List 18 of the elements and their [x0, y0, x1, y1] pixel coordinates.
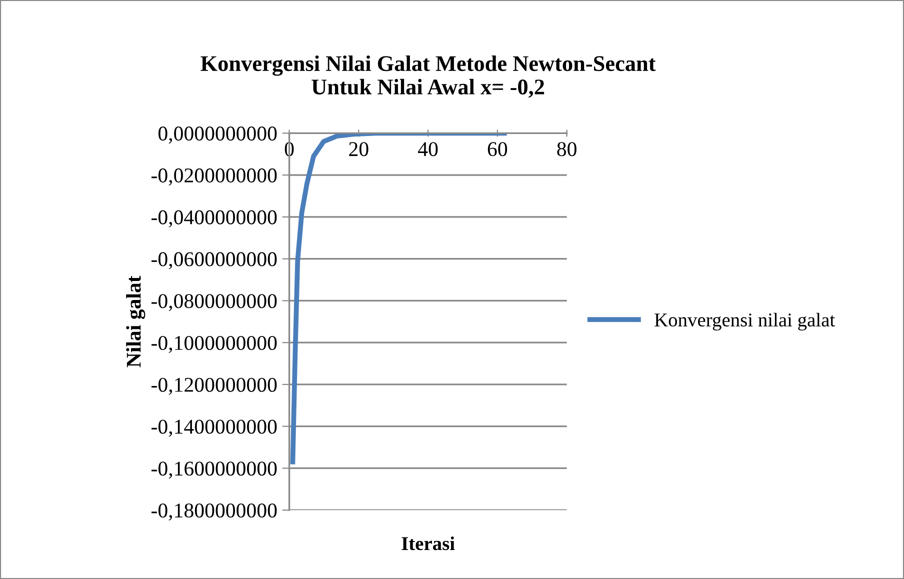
- x-tick-label: 60: [488, 142, 508, 156]
- y-tick-label: -0,1600000000: [152, 462, 277, 479]
- y-tick-label: 0,0000000000: [158, 126, 277, 144]
- legend-label: Konvergensi nilai galat: [654, 312, 835, 331]
- x-axis-title: Iterasi: [402, 536, 455, 550]
- chart-title: Konvergensi Nilai Galat Metode Newton-Secant Untuk Nilai Awal x= -0,2: [200, 55, 656, 98]
- x-tick-label: 40: [418, 142, 438, 156]
- y-tick-label: -0,0600000000: [152, 252, 277, 270]
- y-axis-title: Nilai galat: [126, 276, 146, 368]
- y-tick-label: -0,1000000000: [152, 336, 277, 354]
- x-tick-label: 20: [349, 142, 368, 156]
- y-tick-label: -0,0200000000: [152, 168, 277, 186]
- x-tick-label: 80: [557, 142, 576, 156]
- y-tick-label: -0,1800000000: [152, 503, 277, 521]
- y-tick-label: -0,1400000000: [152, 420, 277, 437]
- y-tick-label: -0,0800000000: [152, 294, 277, 312]
- y-tick-label: -0,0400000000: [152, 210, 277, 228]
- y-tick-label: -0,1200000000: [152, 378, 277, 395]
